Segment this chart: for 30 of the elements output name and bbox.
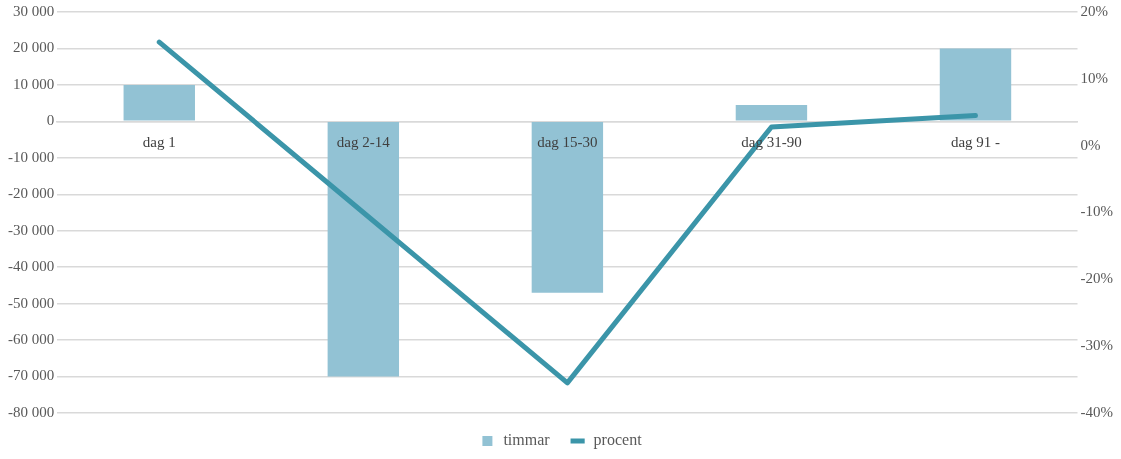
- y-tick-label: -70 000: [8, 367, 55, 384]
- y2-tick-label: -40%: [1080, 403, 1114, 420]
- y-tick-label: -80 000: [8, 403, 55, 420]
- y-tick-label: -20 000: [8, 185, 55, 202]
- y-tick-label: -60 000: [8, 331, 55, 348]
- legend-label: procent: [593, 431, 643, 450]
- y-tick-label: 0: [46, 112, 55, 129]
- legend-label: timmar: [503, 431, 551, 449]
- y2-tick-label: -10%: [1080, 203, 1114, 220]
- y2-tick-label: 20%: [1080, 2, 1109, 19]
- bar: [939, 48, 1012, 121]
- y2-tick-label: -30%: [1080, 337, 1114, 354]
- bar: [531, 122, 604, 293]
- y-tick-label: -10 000: [8, 148, 55, 165]
- y2-tick-label: -20%: [1080, 270, 1114, 287]
- y-tick-label: 30 000: [13, 2, 55, 19]
- bar: [123, 84, 195, 121]
- y2-tick-label: 0%: [1080, 136, 1101, 153]
- y-tick-label: -40 000: [8, 258, 55, 275]
- y-tick-label: 10 000: [13, 75, 55, 92]
- y-tick-label: -30 000: [8, 221, 55, 238]
- bar: [327, 122, 400, 377]
- x-tick-label: dag 91 -: [950, 133, 1001, 150]
- x-tick-label: dag 2-14: [336, 133, 391, 150]
- y-tick-label: 20 000: [13, 39, 55, 56]
- bar: [735, 104, 808, 121]
- x-tick-label: dag 1: [142, 133, 176, 150]
- x-tick-label: dag 15-30: [537, 133, 598, 150]
- y-tick-label: -50 000: [8, 294, 55, 311]
- y2-tick-label: 10%: [1080, 69, 1109, 86]
